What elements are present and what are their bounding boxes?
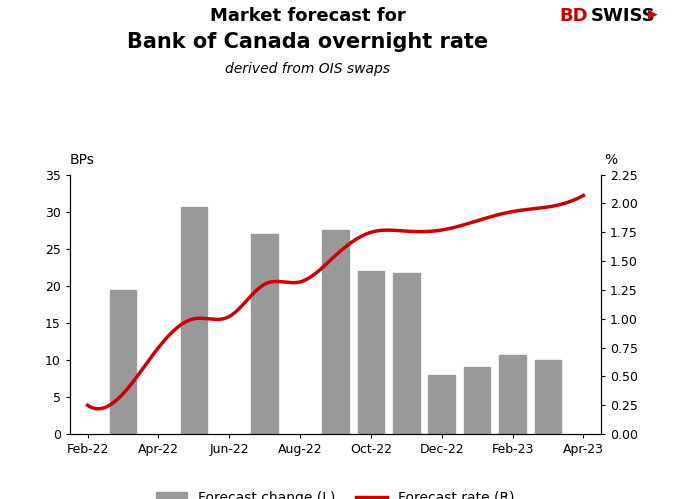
Text: derived from OIS swaps: derived from OIS swaps bbox=[225, 62, 390, 76]
Text: BPs: BPs bbox=[70, 153, 95, 167]
Bar bbox=[535, 360, 561, 434]
Bar bbox=[393, 273, 419, 434]
Bar bbox=[499, 355, 526, 434]
Legend: Forecast change (L), Forecast rate (R): Forecast change (L), Forecast rate (R) bbox=[151, 485, 520, 499]
Bar bbox=[464, 367, 491, 434]
Bar bbox=[322, 230, 349, 434]
Bar bbox=[180, 207, 207, 434]
Bar bbox=[110, 289, 136, 434]
Text: SWISS: SWISS bbox=[591, 7, 656, 25]
Bar bbox=[252, 234, 278, 434]
Text: Bank of Canada overnight rate: Bank of Canada overnight rate bbox=[127, 32, 488, 52]
Bar bbox=[358, 271, 384, 434]
Text: %: % bbox=[605, 153, 618, 167]
Bar bbox=[428, 375, 455, 434]
Text: BD: BD bbox=[559, 7, 588, 25]
Text: ▶: ▶ bbox=[648, 7, 658, 20]
Text: Market forecast for: Market forecast for bbox=[210, 7, 405, 25]
